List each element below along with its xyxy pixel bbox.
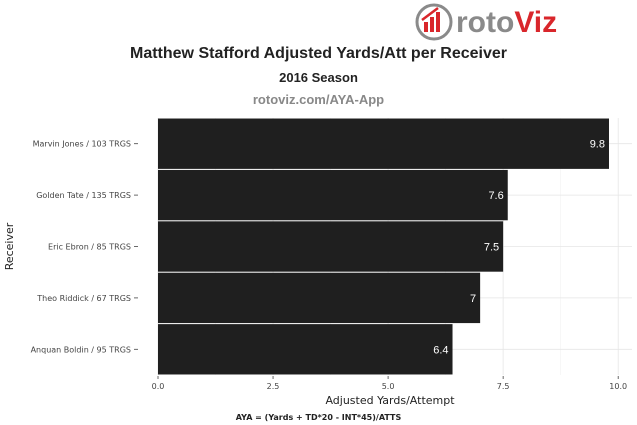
y-tick-label: Eric Ebron / 85 TRGS <box>48 243 131 252</box>
bar-value-label: 7.5 <box>484 242 499 254</box>
y-tick-label: Marvin Jones / 103 TRGS <box>33 140 131 149</box>
y-tick-label: Golden Tate / 135 TRGS <box>36 191 131 200</box>
svg-text:rotoViz: rotoViz <box>456 6 557 39</box>
bar <box>158 272 481 324</box>
y-tick-label: Anquan Boldin / 95 TRGS <box>31 345 131 354</box>
bar <box>158 324 453 375</box>
chart-source: rotoviz.com/AYA-App <box>252 92 385 107</box>
bar-value-label: 7.6 <box>488 190 503 202</box>
x-tick-label: 2.5 <box>267 382 280 391</box>
bar <box>158 169 508 221</box>
rotoviz-logo: rotoViz <box>415 3 557 41</box>
bar-value-label: 6.4 <box>433 344 448 356</box>
bar-value-label: 9.8 <box>590 139 605 151</box>
x-tick-label: 10.0 <box>609 382 627 391</box>
x-tick-label: 5.0 <box>382 382 395 391</box>
chart-caption: AYA = (Yards + TD*20 - INT*45)/ATTS <box>235 413 402 422</box>
bar-value-label: 7 <box>470 293 476 305</box>
y-axis-title: Receiver <box>3 222 16 270</box>
bar <box>158 221 504 272</box>
x-tick-label: 0.0 <box>152 382 165 391</box>
x-tick-label: 7.5 <box>497 382 510 391</box>
y-tick-label: Theo Riddick / 67 TRGS <box>36 294 131 303</box>
chart-title: Matthew Stafford Adjusted Yards/Att per … <box>130 45 507 62</box>
logo-text-roto: roto <box>456 6 514 39</box>
bar <box>158 118 609 169</box>
bar-chart-logo-icon <box>415 3 453 41</box>
logo-text-viz: Viz <box>514 6 557 39</box>
chart-subtitle: 2016 Season <box>279 70 358 85</box>
x-axis-title: Adjusted Yards/Attempt <box>325 394 455 407</box>
